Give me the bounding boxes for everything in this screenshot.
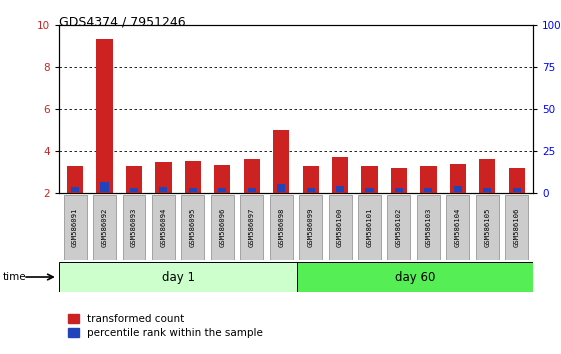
- Bar: [450, 164, 466, 193]
- Bar: [181, 195, 204, 259]
- Text: GSM586106: GSM586106: [514, 208, 519, 247]
- Bar: [365, 188, 374, 192]
- Bar: [152, 195, 175, 259]
- Bar: [185, 161, 201, 193]
- Text: GSM586098: GSM586098: [278, 208, 284, 247]
- Bar: [270, 195, 293, 259]
- Bar: [155, 162, 172, 193]
- Bar: [358, 195, 381, 259]
- Text: GSM586104: GSM586104: [455, 208, 461, 247]
- Bar: [509, 168, 525, 193]
- Bar: [218, 188, 227, 192]
- Bar: [447, 195, 470, 259]
- Bar: [361, 166, 378, 193]
- Text: GSM586100: GSM586100: [337, 208, 343, 247]
- Bar: [336, 187, 344, 192]
- Bar: [483, 188, 491, 192]
- Bar: [71, 187, 79, 192]
- Bar: [391, 168, 407, 193]
- Bar: [332, 157, 348, 193]
- Text: GSM586091: GSM586091: [72, 208, 78, 247]
- Bar: [67, 166, 83, 193]
- Bar: [476, 195, 499, 259]
- Text: GSM586095: GSM586095: [190, 208, 196, 247]
- Text: time: time: [3, 272, 26, 282]
- Text: GSM586097: GSM586097: [249, 208, 255, 247]
- Text: GSM586101: GSM586101: [366, 208, 373, 247]
- Bar: [299, 195, 322, 259]
- Bar: [454, 187, 462, 192]
- Bar: [277, 184, 285, 192]
- Text: day 1: day 1: [162, 270, 195, 284]
- Bar: [420, 166, 436, 193]
- Bar: [302, 166, 319, 193]
- Text: GSM586094: GSM586094: [160, 208, 167, 247]
- Bar: [214, 165, 231, 193]
- Text: day 60: day 60: [395, 270, 435, 284]
- Bar: [479, 159, 495, 193]
- Text: GSM586099: GSM586099: [307, 208, 314, 247]
- Bar: [159, 187, 168, 192]
- Bar: [211, 195, 234, 259]
- Bar: [59, 262, 297, 292]
- Bar: [100, 182, 109, 192]
- Bar: [189, 188, 197, 192]
- Text: GSM586105: GSM586105: [484, 208, 490, 247]
- Bar: [329, 195, 352, 259]
- Text: GDS4374 / 7951246: GDS4374 / 7951246: [59, 16, 186, 29]
- Text: GSM586093: GSM586093: [131, 208, 137, 247]
- Bar: [240, 195, 263, 259]
- Bar: [417, 195, 440, 259]
- Bar: [513, 188, 521, 192]
- Bar: [307, 188, 315, 192]
- Bar: [96, 40, 113, 193]
- Bar: [424, 188, 433, 192]
- Bar: [505, 195, 528, 259]
- Bar: [388, 195, 411, 259]
- Bar: [243, 159, 260, 193]
- Text: GSM586092: GSM586092: [102, 208, 108, 247]
- Text: GSM586103: GSM586103: [425, 208, 431, 247]
- Bar: [130, 188, 138, 192]
- Text: GSM586102: GSM586102: [396, 208, 402, 247]
- Legend: transformed count, percentile rank within the sample: transformed count, percentile rank withi…: [64, 310, 267, 342]
- Bar: [126, 166, 142, 193]
- Text: GSM586096: GSM586096: [219, 208, 226, 247]
- Bar: [297, 262, 533, 292]
- Bar: [93, 195, 116, 259]
- Bar: [395, 188, 403, 192]
- Bar: [63, 195, 86, 259]
- Bar: [273, 130, 289, 193]
- Bar: [248, 188, 256, 192]
- Bar: [122, 195, 145, 259]
